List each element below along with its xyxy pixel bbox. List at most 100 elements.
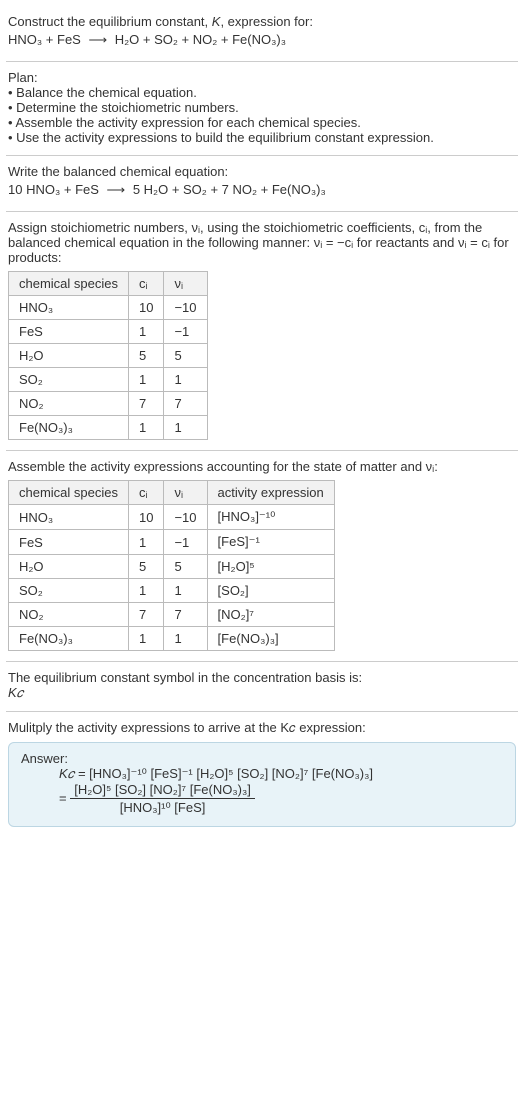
cell-vi: 1 — [164, 368, 207, 392]
balanced-section: Write the balanced chemical equation: 10… — [6, 156, 518, 211]
unbalanced-equation: HNO₃ + FeS ⟶ H₂O + SO₂ + NO₂ + Fe(NO₃)₃ — [8, 29, 516, 51]
cell-ci: 10 — [129, 505, 164, 530]
table-row: NO₂77[NO₂]⁷ — [9, 603, 335, 627]
col-expr: activity expression — [207, 481, 334, 505]
answer-label: Answer: — [21, 751, 503, 766]
eq-prefix: = — [59, 791, 70, 806]
cell-ci: 7 — [129, 603, 164, 627]
kc-fraction: [H₂O]⁵ [SO₂] [NO₂]⁷ [Fe(NO₃)₃] [HNO₃]¹⁰ … — [70, 782, 255, 816]
prompt-section: Construct the equilibrium constant, K, e… — [6, 6, 518, 61]
cell-ci: 5 — [129, 555, 164, 579]
col-vi: νᵢ — [164, 272, 207, 296]
cell-species: Fe(NO₃)₃ — [9, 627, 129, 651]
cell-expr: [HNO₃]⁻¹⁰ — [207, 505, 334, 530]
cell-ci: 10 — [129, 296, 164, 320]
cell-vi: 7 — [164, 603, 207, 627]
final-section: Mulitply the activity expressions to arr… — [6, 712, 518, 837]
cell-expr: [Fe(NO₃)₃] — [207, 627, 334, 651]
kc-denominator: [HNO₃]¹⁰ [FeS] — [70, 799, 255, 816]
stoich-section: Assign stoichiometric numbers, νᵢ, using… — [6, 212, 518, 450]
cell-vi: 1 — [164, 579, 207, 603]
kc-line2: = [H₂O]⁵ [SO₂] [NO₂]⁷ [Fe(NO₃)₃] [HNO₃]¹… — [21, 782, 503, 816]
cell-vi: 5 — [164, 344, 207, 368]
arrow-icon: ⟶ — [103, 179, 130, 201]
cell-vi: −10 — [164, 505, 207, 530]
activity-table: chemical species cᵢ νᵢ activity expressi… — [8, 480, 335, 651]
table-header-row: chemical species cᵢ νᵢ — [9, 272, 208, 296]
cell-species: FeS — [9, 530, 129, 555]
table-row: HNO₃10−10 — [9, 296, 208, 320]
cell-vi: 1 — [164, 416, 207, 440]
cell-ci: 5 — [129, 344, 164, 368]
col-ci: cᵢ — [129, 481, 164, 505]
arrow-icon: ⟶ — [84, 29, 111, 51]
cell-species: NO₂ — [9, 392, 129, 416]
plan-heading: Plan: — [8, 70, 516, 85]
activity-intro: Assemble the activity expressions accoun… — [8, 459, 516, 474]
basis-section: The equilibrium constant symbol in the c… — [6, 662, 518, 711]
table-row: Fe(NO₃)₃11 — [9, 416, 208, 440]
table-row: H₂O55[H₂O]⁵ — [9, 555, 335, 579]
basis-line1: The equilibrium constant symbol in the c… — [8, 670, 516, 685]
cell-expr: [H₂O]⁵ — [207, 555, 334, 579]
cell-ci: 1 — [129, 530, 164, 555]
col-species: chemical species — [9, 481, 129, 505]
cell-ci: 7 — [129, 392, 164, 416]
balanced-right: 5 H₂O + SO₂ + 7 NO₂ + Fe(NO₃)₃ — [133, 182, 326, 197]
page: Construct the equilibrium constant, K, e… — [0, 0, 524, 849]
stoich-intro: Assign stoichiometric numbers, νᵢ, using… — [8, 220, 516, 265]
kc-lhs: K𝑐 = — [59, 766, 89, 781]
cell-species: FeS — [9, 320, 129, 344]
cell-species: SO₂ — [9, 579, 129, 603]
plan-bullet-1: • Balance the chemical equation. — [8, 85, 516, 100]
cell-species: H₂O — [9, 555, 129, 579]
cell-expr: [FeS]⁻¹ — [207, 530, 334, 555]
basis-line2: K𝑐 — [8, 685, 516, 701]
kc-rhs: [HNO₃]⁻¹⁰ [FeS]⁻¹ [H₂O]⁵ [SO₂] [NO₂]⁷ [F… — [89, 766, 373, 781]
plan-bullet-2: • Determine the stoichiometric numbers. — [8, 100, 516, 115]
kc-line1: K𝑐 = [HNO₃]⁻¹⁰ [FeS]⁻¹ [H₂O]⁵ [SO₂] [NO₂… — [21, 766, 503, 782]
cell-ci: 1 — [129, 320, 164, 344]
plan-section: Plan: • Balance the chemical equation. •… — [6, 62, 518, 155]
cell-species: HNO₃ — [9, 296, 129, 320]
cell-ci: 1 — [129, 579, 164, 603]
stoich-table: chemical species cᵢ νᵢ HNO₃10−10 FeS1−1 … — [8, 271, 208, 440]
plan-bullet-3: • Assemble the activity expression for e… — [8, 115, 516, 130]
activity-section: Assemble the activity expressions accoun… — [6, 451, 518, 661]
cell-ci: 1 — [129, 368, 164, 392]
cell-species: Fe(NO₃)₃ — [9, 416, 129, 440]
col-ci: cᵢ — [129, 272, 164, 296]
cell-vi: −10 — [164, 296, 207, 320]
reactants: HNO₃ + FeS — [8, 32, 81, 47]
balanced-left: 10 HNO₃ + FeS — [8, 182, 99, 197]
cell-expr: [SO₂] — [207, 579, 334, 603]
table-header-row: chemical species cᵢ νᵢ activity expressi… — [9, 481, 335, 505]
cell-species: SO₂ — [9, 368, 129, 392]
table-row: FeS1−1[FeS]⁻¹ — [9, 530, 335, 555]
prompt-line1: Construct the equilibrium constant, K, e… — [8, 14, 516, 29]
products: H₂O + SO₂ + NO₂ + Fe(NO₃)₃ — [115, 32, 286, 47]
cell-vi: −1 — [164, 320, 207, 344]
col-vi: νᵢ — [164, 481, 207, 505]
cell-expr: [NO₂]⁷ — [207, 603, 334, 627]
cell-vi: −1 — [164, 530, 207, 555]
table-row: HNO₃10−10[HNO₃]⁻¹⁰ — [9, 505, 335, 530]
table-row: FeS1−1 — [9, 320, 208, 344]
balanced-equation: 10 HNO₃ + FeS ⟶ 5 H₂O + SO₂ + 7 NO₂ + Fe… — [8, 179, 516, 201]
table-row: H₂O55 — [9, 344, 208, 368]
cell-vi: 1 — [164, 627, 207, 651]
cell-ci: 1 — [129, 416, 164, 440]
kc-numerator: [H₂O]⁵ [SO₂] [NO₂]⁷ [Fe(NO₃)₃] — [70, 782, 255, 799]
answer-box: Answer: K𝑐 = [HNO₃]⁻¹⁰ [FeS]⁻¹ [H₂O]⁵ [S… — [8, 742, 516, 827]
col-species: chemical species — [9, 272, 129, 296]
cell-species: HNO₃ — [9, 505, 129, 530]
cell-vi: 5 — [164, 555, 207, 579]
table-row: SO₂11[SO₂] — [9, 579, 335, 603]
cell-species: H₂O — [9, 344, 129, 368]
final-intro: Mulitply the activity expressions to arr… — [8, 720, 516, 736]
cell-ci: 1 — [129, 627, 164, 651]
table-row: NO₂77 — [9, 392, 208, 416]
plan-bullet-4: • Use the activity expressions to build … — [8, 130, 516, 145]
table-row: Fe(NO₃)₃11[Fe(NO₃)₃] — [9, 627, 335, 651]
table-row: SO₂11 — [9, 368, 208, 392]
